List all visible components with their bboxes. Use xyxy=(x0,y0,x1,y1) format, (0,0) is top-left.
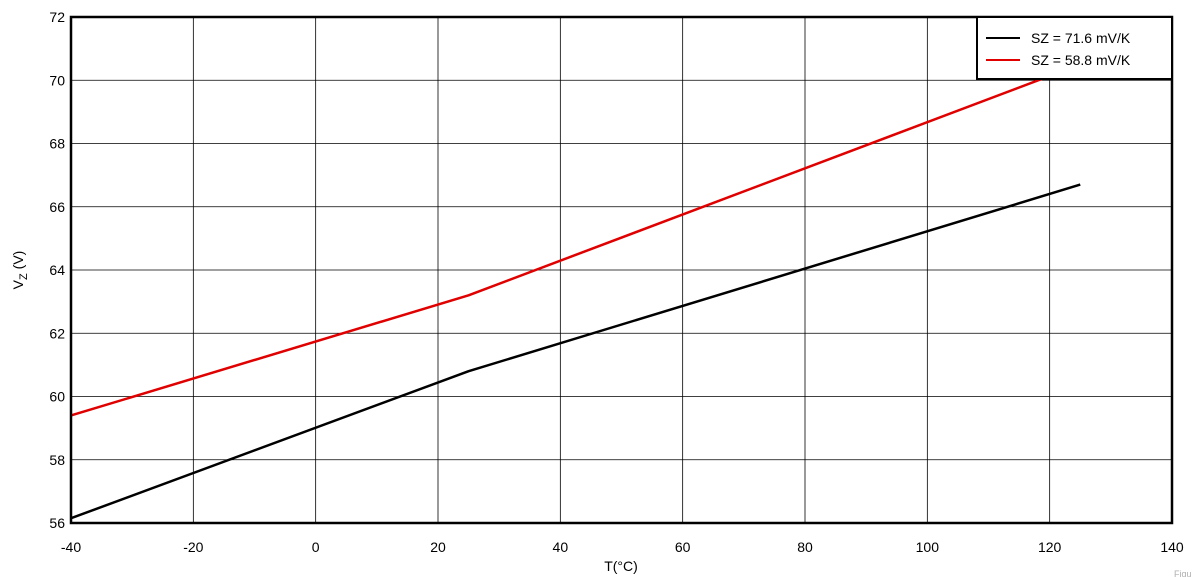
y-axis-title: VZ (V) xyxy=(10,251,30,290)
y-tick-label: 72 xyxy=(49,9,65,25)
legend: SZ = 71.6 mV/K SZ = 58.8 mV/K xyxy=(976,16,1173,80)
x-tick-label: 60 xyxy=(675,539,691,555)
x-tick-label: 120 xyxy=(1038,539,1062,555)
x-tick-label: -20 xyxy=(183,539,203,555)
y-tick-labels: 56 58 60 62 64 66 68 70 72 xyxy=(49,9,65,531)
x-tick-label: -40 xyxy=(61,539,81,555)
y-tick-label: 62 xyxy=(49,325,65,341)
x-tick-label: 140 xyxy=(1160,539,1184,555)
y-tick-label: 64 xyxy=(49,262,65,278)
series-layer xyxy=(71,63,1081,520)
y-axis-title-main: V xyxy=(10,279,26,289)
series-line-0 xyxy=(71,183,1081,520)
y-tick-label: 70 xyxy=(49,72,65,88)
legend-box xyxy=(976,16,1173,80)
x-tick-label: 0 xyxy=(312,539,320,555)
legend-label-red: SZ = 58.8 mV/K xyxy=(1031,52,1131,68)
x-tick-labels: -40 -20 0 20 40 60 80 100 120 140 xyxy=(61,539,1184,555)
y-axis-title-subscript: Z xyxy=(18,273,30,280)
figure-number-note: Figu xyxy=(1174,569,1192,577)
y-tick-label: 66 xyxy=(49,199,65,215)
plot-frame xyxy=(69,15,1174,525)
x-axis-title: T(°C) xyxy=(604,558,638,574)
x-tick-label: 100 xyxy=(916,539,940,555)
x-tick-label: 20 xyxy=(430,539,446,555)
y-tick-label: 68 xyxy=(49,136,65,152)
y-tick-label: 58 xyxy=(49,452,65,468)
y-tick-label: 60 xyxy=(49,389,65,405)
legend-label-black: SZ = 71.6 mV/K xyxy=(1031,30,1131,46)
x-tick-label: 80 xyxy=(797,539,813,555)
y-tick-label: 56 xyxy=(49,515,65,531)
y-axis-title-unit: (V) xyxy=(10,251,26,274)
x-tick-label: 40 xyxy=(553,539,569,555)
series-line-1 xyxy=(71,63,1081,417)
